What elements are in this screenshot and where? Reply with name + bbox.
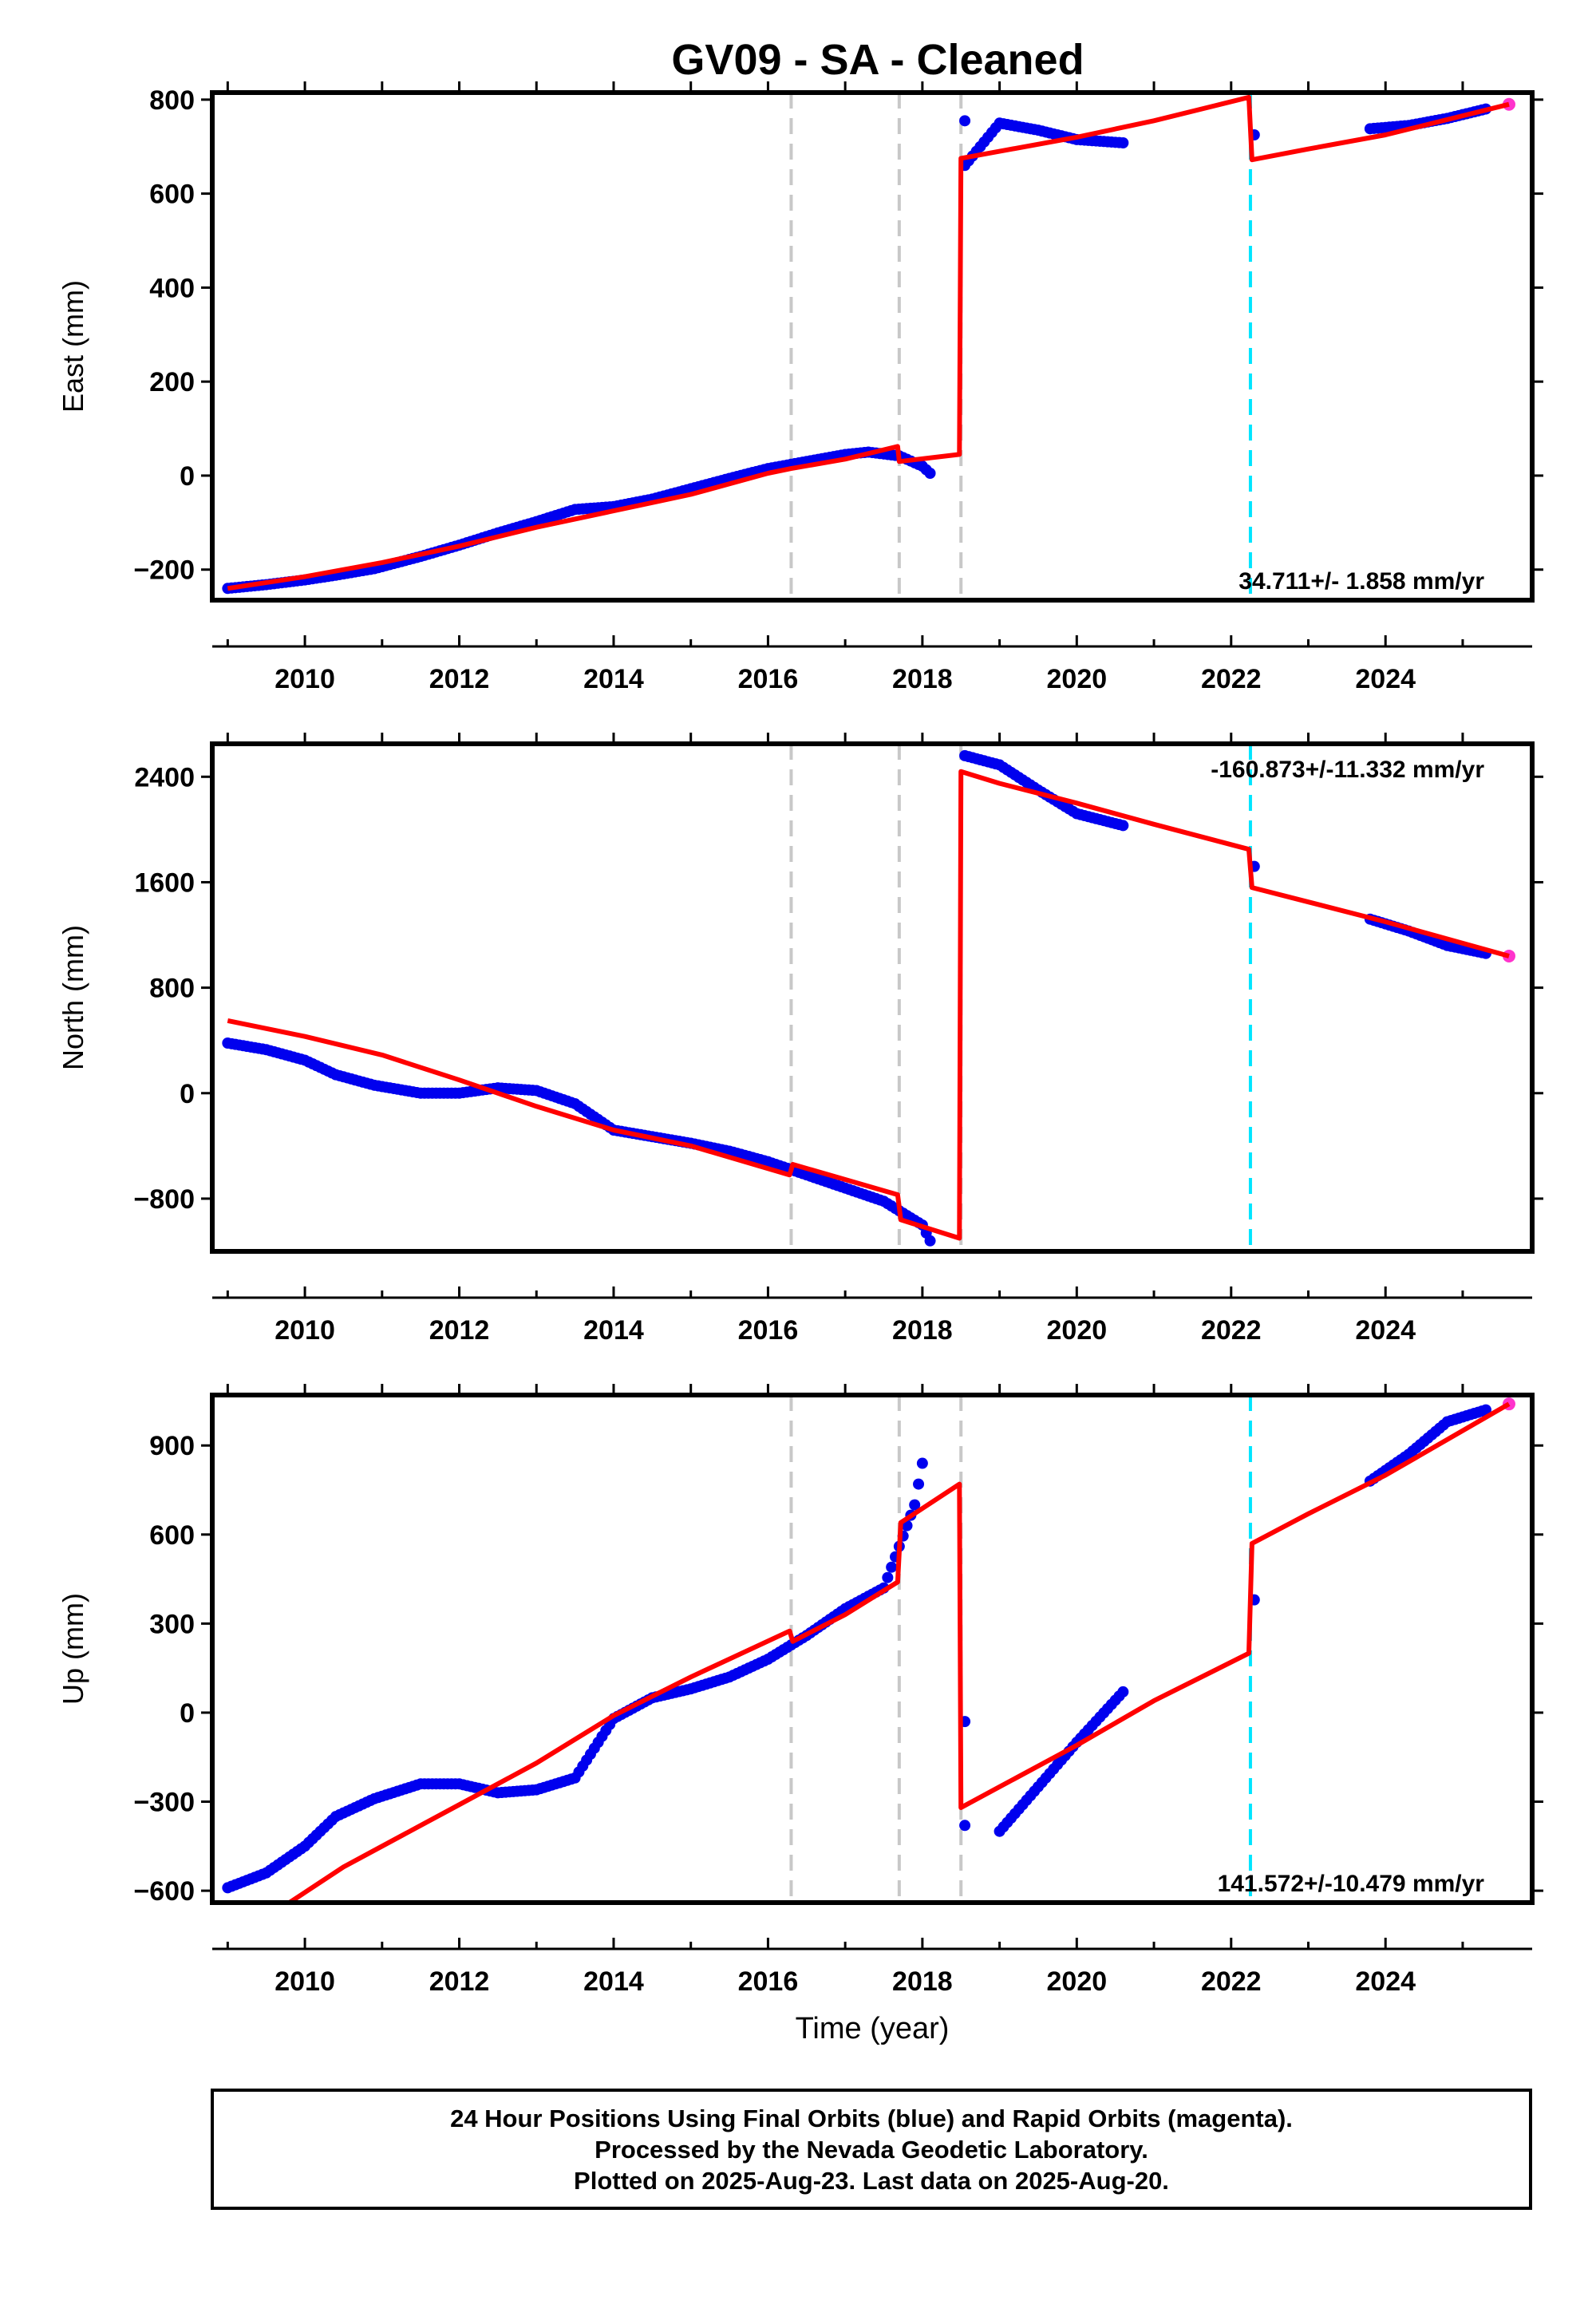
final-orbit-point: [886, 1561, 898, 1573]
x-tick-label: 2016: [738, 1315, 799, 1346]
final-orbit-point: [1117, 820, 1129, 832]
y-tick-label: −200: [133, 555, 195, 586]
panel-north: −800 0 800 1600 2400 2010 2012 2014 2016 2018 2020…: [57, 733, 1543, 1346]
model-line: [288, 1401, 1511, 1903]
final-orbit-point: [924, 468, 936, 479]
model-line: [227, 769, 1510, 1241]
panel-east: −200 0 200 400 600 800 2010 2012 2014 2016 2018 202…: [57, 81, 1543, 694]
plot-frame: [210, 90, 1535, 603]
final-orbit-point: [1479, 1404, 1491, 1416]
final-orbit-point: [882, 1571, 894, 1583]
model-line: [227, 94, 1510, 591]
y-tick-label: 900: [149, 1431, 195, 1461]
y-tick-label: 400: [149, 273, 195, 303]
y-tick-label: −800: [133, 1184, 195, 1215]
footer-line-1: 24 Hour Positions Using Final Orbits (bl…: [450, 2104, 1293, 2132]
x-tick-label: 2010: [275, 1966, 335, 1997]
y-tick-label: 2400: [134, 762, 195, 792]
panel-data: [222, 749, 1515, 1247]
y-axis-label: Up (mm): [57, 1593, 89, 1705]
final-orbit-point: [913, 1478, 925, 1490]
x-tick-label: 2022: [1201, 664, 1262, 694]
plot-frame: [210, 741, 1535, 1254]
x-tick-label: 2012: [429, 664, 490, 694]
y-tick-label: 0: [180, 461, 195, 492]
final-orbit-point: [1117, 1686, 1129, 1697]
rate-label: 34.711+/- 1.858 mm/yr: [1238, 568, 1484, 595]
y-tick-label: 200: [149, 367, 195, 397]
x-tick-label: 2010: [275, 664, 335, 694]
panel-up: −600 −300 0 300 600 900 2010 2012 2014 2016 2018 20…: [57, 1384, 1543, 2045]
chart-title: GV09 - SA - Cleaned: [671, 36, 1084, 84]
x-tick-label: 2014: [583, 1966, 644, 1997]
final-orbit-point: [909, 1499, 921, 1511]
x-tick-label: 2022: [1201, 1966, 1262, 1997]
footer-line-2: Processed by the Nevada Geodetic Laborat…: [595, 2135, 1148, 2164]
x-tick-label: 2024: [1355, 1966, 1416, 1997]
x-tick-label: 2012: [429, 1315, 490, 1346]
plot-frame: [210, 1393, 1535, 1905]
x-tick-label: 2018: [892, 1315, 953, 1346]
y-tick-label: 600: [149, 180, 195, 210]
final-orbit-point: [916, 1457, 928, 1469]
x-tick-label: 2014: [583, 664, 644, 694]
x-tick-label: 2018: [892, 1966, 953, 1997]
final-orbit-point: [959, 115, 971, 127]
x-axis-label: Time (year): [796, 2012, 950, 2045]
plots-canvas: −200 0 200 400 600 800 2010 2012 2014 2016 2018 202…: [57, 81, 1543, 2045]
x-tick-label: 2016: [738, 1966, 799, 1997]
x-tick-label: 2018: [892, 664, 953, 694]
y-tick-label: 0: [180, 1698, 195, 1729]
final-orbit-point: [959, 1820, 971, 1832]
y-tick-label: 300: [149, 1609, 195, 1639]
rate-label: -160.873+/-11.332 mm/yr: [1211, 757, 1484, 783]
y-tick-label: 800: [149, 85, 195, 116]
final-orbit-point: [1117, 137, 1129, 149]
x-tick-label: 2012: [429, 1966, 490, 1997]
y-tick-label: 1600: [134, 868, 195, 898]
footer-line-3: Plotted on 2025-Aug-23. Last data on 202…: [574, 2166, 1169, 2195]
footer-box: 24 Hour Positions Using Final Orbits (bl…: [211, 2089, 1532, 2210]
final-orbit-point: [924, 1235, 936, 1247]
y-tick-label: −300: [133, 1788, 195, 1818]
x-tick-label: 2024: [1355, 1315, 1416, 1346]
y-tick-label: 800: [149, 974, 195, 1004]
rate-label: 141.572+/-10.479 mm/yr: [1218, 1871, 1485, 1897]
panel-data: [222, 94, 1515, 595]
x-tick-label: 2020: [1047, 1966, 1108, 1997]
x-tick-label: 2014: [583, 1315, 644, 1346]
y-tick-label: 0: [180, 1079, 195, 1109]
x-tick-label: 2010: [275, 1315, 335, 1346]
x-tick-label: 2020: [1047, 664, 1108, 694]
x-tick-label: 2020: [1047, 1315, 1108, 1346]
y-axis-label: East (mm): [57, 280, 89, 413]
x-tick-label: 2022: [1201, 1315, 1262, 1346]
y-axis-label: North (mm): [57, 925, 89, 1070]
x-tick-label: 2016: [738, 664, 799, 694]
y-tick-label: 600: [149, 1520, 195, 1551]
x-tick-label: 2024: [1355, 664, 1416, 694]
panel-data: [222, 1397, 1515, 1903]
y-tick-label: −600: [133, 1876, 195, 1907]
